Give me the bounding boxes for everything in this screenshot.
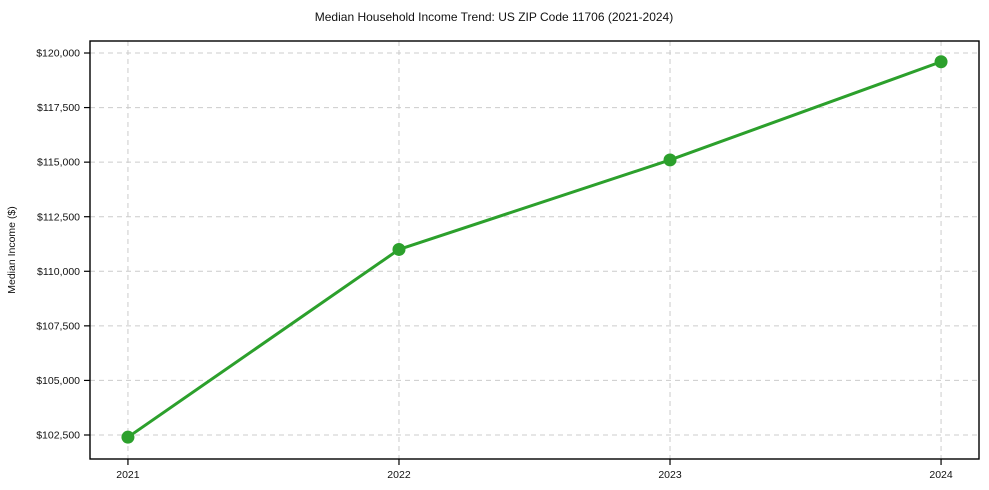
x-tick-label: 2021 (116, 469, 140, 481)
data-point-marker (663, 153, 677, 167)
x-tick-label: 2022 (387, 469, 411, 481)
x-tick-label: 2023 (658, 469, 682, 481)
data-point-marker (121, 430, 135, 444)
y-tick-label: $117,500 (37, 102, 80, 114)
y-tick-label: $102,500 (36, 430, 80, 442)
y-tick-label: $105,000 (36, 375, 80, 387)
chart-title: Median Household Income Trend: US ZIP Co… (315, 10, 673, 24)
y-tick-label: $107,500 (36, 320, 80, 332)
data-point-marker (934, 55, 948, 69)
plot-border (89, 40, 980, 460)
tick-labels: $102,500 $105,000 $107,500 $110,000 $112,500… (36, 48, 953, 481)
y-tick-label: $120,000 (36, 48, 80, 60)
y-tick-label: $110,000 (37, 266, 80, 278)
y-tick-label: $115,000 (37, 157, 80, 169)
y-axis-label: Median Income ($) (6, 206, 18, 294)
data-point-marker (392, 242, 406, 256)
axes (84, 40, 980, 465)
y-tick-label: $112,500 (37, 211, 80, 223)
x-tick-label: 2024 (929, 469, 953, 481)
data-series (121, 55, 948, 444)
trend-line (126, 60, 943, 439)
